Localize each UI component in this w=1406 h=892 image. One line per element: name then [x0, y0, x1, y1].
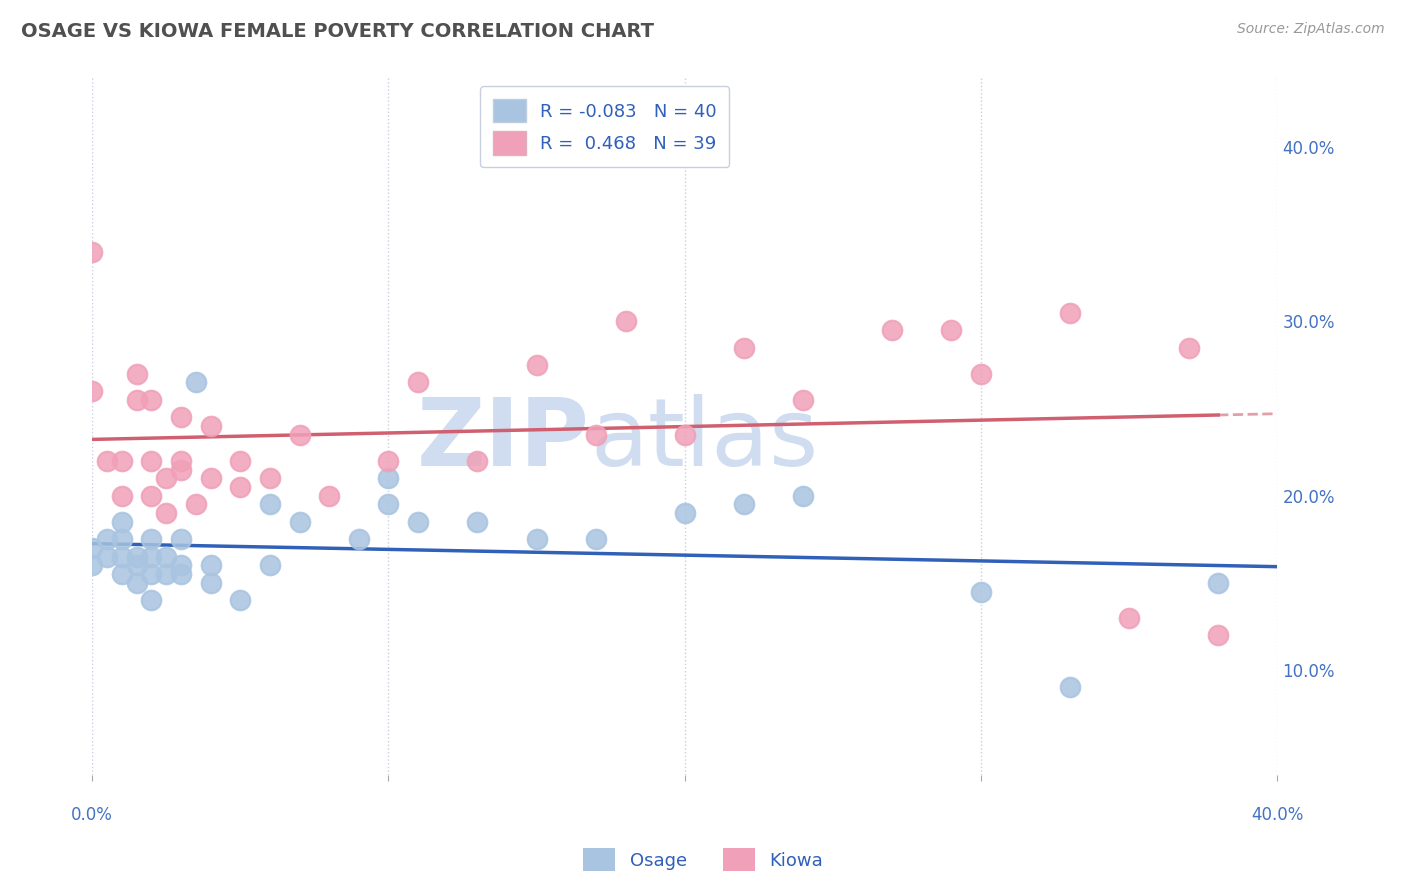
- Point: [141, 567, 163, 582]
- Point: [792, 489, 814, 503]
- Point: [141, 392, 163, 407]
- Text: Source: ZipAtlas.com: Source: ZipAtlas.com: [1237, 22, 1385, 37]
- Point: [141, 454, 163, 468]
- Text: atlas: atlas: [591, 394, 818, 486]
- Point: [377, 454, 399, 468]
- Point: [125, 549, 148, 564]
- Point: [200, 558, 222, 573]
- Point: [155, 506, 177, 520]
- Point: [170, 410, 193, 425]
- Point: [288, 515, 311, 529]
- Text: OSAGE VS KIOWA FEMALE POVERTY CORRELATION CHART: OSAGE VS KIOWA FEMALE POVERTY CORRELATIO…: [21, 22, 654, 41]
- Point: [1059, 306, 1081, 320]
- Point: [614, 314, 637, 328]
- Point: [406, 515, 429, 529]
- Point: [673, 506, 696, 520]
- Point: [259, 558, 281, 573]
- Point: [141, 549, 163, 564]
- Point: [673, 427, 696, 442]
- Point: [170, 558, 193, 573]
- Point: [585, 533, 607, 547]
- Point: [125, 558, 148, 573]
- Point: [111, 489, 134, 503]
- Point: [125, 367, 148, 381]
- Point: [406, 376, 429, 390]
- Point: [792, 392, 814, 407]
- Text: 0.0%: 0.0%: [72, 806, 112, 824]
- Point: [467, 454, 489, 468]
- Point: [82, 384, 104, 399]
- Point: [882, 323, 904, 337]
- Point: [125, 392, 148, 407]
- Point: [96, 533, 118, 547]
- Point: [467, 515, 489, 529]
- Point: [96, 549, 118, 564]
- Point: [941, 323, 963, 337]
- Point: [155, 549, 177, 564]
- Point: [82, 244, 104, 259]
- Point: [1206, 575, 1229, 590]
- Point: [111, 533, 134, 547]
- Point: [111, 549, 134, 564]
- Point: [170, 533, 193, 547]
- Text: 40.0%: 40.0%: [1251, 806, 1303, 824]
- Point: [200, 471, 222, 485]
- Legend: Osage, Kiowa: Osage, Kiowa: [575, 841, 831, 879]
- Point: [970, 584, 993, 599]
- Point: [155, 471, 177, 485]
- Point: [82, 541, 104, 555]
- Point: [111, 454, 134, 468]
- Point: [733, 498, 755, 512]
- Point: [82, 558, 104, 573]
- Point: [288, 427, 311, 442]
- Point: [229, 480, 252, 494]
- Point: [184, 498, 207, 512]
- Point: [259, 471, 281, 485]
- Point: [229, 593, 252, 607]
- Point: [200, 575, 222, 590]
- Point: [170, 567, 193, 582]
- Point: [1206, 628, 1229, 642]
- Point: [141, 533, 163, 547]
- Point: [141, 489, 163, 503]
- Point: [347, 533, 370, 547]
- Legend: R = -0.083   N = 40, R =  0.468   N = 39: R = -0.083 N = 40, R = 0.468 N = 39: [481, 87, 730, 167]
- Point: [200, 419, 222, 434]
- Point: [970, 367, 993, 381]
- Point: [1177, 341, 1199, 355]
- Point: [229, 454, 252, 468]
- Point: [125, 575, 148, 590]
- Point: [170, 462, 193, 476]
- Point: [184, 376, 207, 390]
- Point: [585, 427, 607, 442]
- Point: [1059, 681, 1081, 695]
- Point: [155, 567, 177, 582]
- Point: [96, 454, 118, 468]
- Point: [141, 593, 163, 607]
- Point: [259, 498, 281, 512]
- Point: [1118, 611, 1140, 625]
- Point: [111, 567, 134, 582]
- Point: [526, 358, 548, 372]
- Point: [111, 515, 134, 529]
- Point: [377, 471, 399, 485]
- Point: [318, 489, 340, 503]
- Point: [526, 533, 548, 547]
- Text: ZIP: ZIP: [418, 394, 591, 486]
- Point: [170, 454, 193, 468]
- Point: [377, 498, 399, 512]
- Point: [733, 341, 755, 355]
